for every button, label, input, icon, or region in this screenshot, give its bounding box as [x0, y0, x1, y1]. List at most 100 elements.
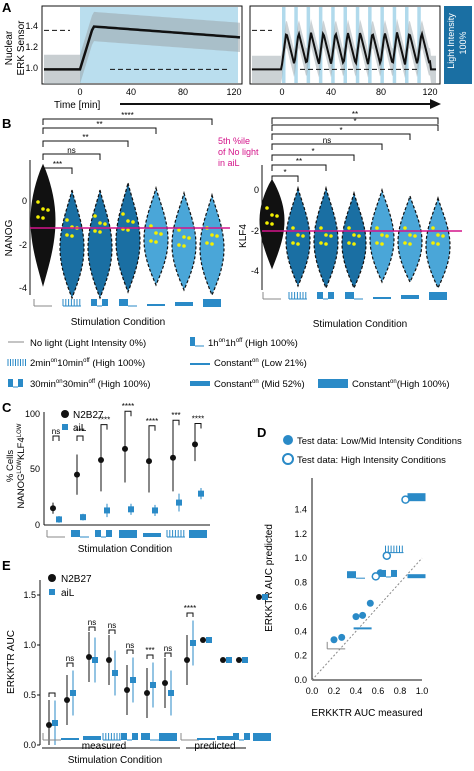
panel-c-bracket — [100, 424, 108, 430]
panel-b-right-data-dot — [324, 233, 328, 237]
panel-b-left-bracket — [42, 153, 101, 160]
panel-d-filled-point — [359, 611, 367, 619]
panel-b-right-icon-6-a — [429, 292, 447, 300]
panel-b-left-icon-3-a — [119, 299, 128, 306]
panel-d-xlabel: ERKKTR AUC measured — [311, 708, 422, 719]
panel-b-left-data-dot — [131, 220, 135, 224]
panel-a-right-xtick-120: 120 — [422, 87, 437, 97]
panel-b-left-bracket — [42, 127, 157, 134]
panel-d-ytick: 1.0 — [294, 553, 307, 563]
panel-b-left-brackets: ***ns******** — [42, 111, 213, 174]
panel-b-left-violin — [143, 185, 169, 287]
panel-b-left-data-dot — [98, 230, 102, 234]
panel-b-right-data-dot — [347, 241, 351, 245]
panel-c-icon-6-a — [189, 530, 207, 538]
panel-b-left-bracket — [42, 118, 213, 125]
panel-e-ail-point — [168, 690, 174, 696]
panel-c-n2b27-point — [50, 505, 56, 512]
panel-e-icon-4-a — [121, 733, 127, 740]
panel-a-right-traces — [252, 18, 436, 84]
panel-c: C % Cells NANOGLOWKLF4LOW 0 50 100 N2B27… — [2, 400, 210, 555]
panel-e-significance: ns — [126, 641, 134, 650]
panel-b-right-xlabel: Stimulation Condition — [313, 319, 408, 330]
panel-b-right-significance: * — [283, 168, 286, 177]
panel-e-ail-point — [92, 657, 98, 663]
panel-d-ytick: 1.4 — [294, 504, 307, 514]
panel-e-letter: E — [2, 558, 11, 573]
legend-const-high: Constanton(High 100%) — [352, 379, 450, 390]
panel-c-significance: **** — [146, 417, 158, 426]
panel-e-icon-2-a — [83, 736, 101, 740]
panel-b-annotation-line2: of No light — [218, 147, 259, 157]
panel-b-left-data-dot — [177, 243, 181, 247]
panel-e-n2b27-point — [144, 690, 150, 696]
panel-c-ail-point — [176, 499, 182, 506]
panel-e-significance: ns — [164, 644, 172, 653]
panel-b-right-data-dot — [296, 233, 300, 237]
panel-b-left-icon-2-c — [102, 299, 108, 306]
panel-e-n2b27-point — [64, 697, 70, 703]
panel-e-predicted-label: predicted — [194, 741, 235, 752]
panel-b-right-violins — [259, 178, 451, 290]
panel-b-left-data-dot — [177, 228, 181, 232]
panel-b-left-data-dot — [149, 239, 153, 243]
panel-b-right-bracket — [271, 117, 439, 124]
panel-b-left-data-dot — [36, 215, 40, 219]
panel-e-ylabel: ERKKTR AUC — [6, 630, 17, 694]
panel-e-icon-5-a — [141, 733, 150, 740]
panel-a-left-frame — [41, 5, 243, 85]
legend-2min-icon — [7, 359, 26, 366]
panel-d-legend-open: Test data: High Intensity Conditions — [297, 455, 446, 466]
panel-c-n2b27-point — [122, 445, 128, 452]
panel-a-xlabel: Time [min] — [54, 100, 101, 111]
panel-b-right-data-dot — [291, 241, 295, 245]
panel-c-legend-n2b27-marker — [61, 410, 69, 418]
panel-d-open-point — [371, 572, 381, 581]
panel-b-right-bracket — [271, 143, 383, 150]
panel-c-ail-point — [198, 490, 204, 497]
panel-b-left-ytick-m2: -2 — [19, 240, 27, 250]
panel-e-ail-point — [130, 677, 136, 683]
panel-e-ail-point — [242, 657, 248, 663]
panel-e-ytick: 0.5 — [23, 690, 36, 700]
panel-d-filled-point — [338, 633, 346, 641]
panel-a-letter: A — [2, 0, 12, 15]
panel-b-right-data-dot — [347, 226, 351, 230]
panel-c-bracket — [52, 435, 60, 441]
panel-b-left-icon-6-a — [203, 299, 221, 307]
panel-b-right-data-dot — [380, 233, 384, 237]
panel-d-ytick: 0.0 — [294, 675, 307, 685]
panel-c-bracket — [124, 410, 132, 417]
panel-e-n2b27-point — [256, 594, 262, 600]
legend-30min: 30minon30minoff (High 100%) — [30, 379, 150, 390]
panel-b-left-significance: ** — [96, 120, 102, 129]
panel-b-left-violin — [87, 189, 113, 300]
panel-e-legend-ail-marker — [49, 589, 55, 595]
panel-c-significance: *** — [75, 427, 84, 436]
panel-e-n2b27-point — [86, 654, 92, 660]
panel-e-ytick: 1.5 — [23, 590, 36, 600]
panel-d-icon-const-high-a — [407, 493, 426, 502]
panel-b-left-data-dot — [41, 216, 45, 220]
panel-b-left-icon-5-a — [175, 302, 193, 306]
panel-d-ytick: 0.6 — [294, 602, 307, 612]
panel-b-left-condition-icons — [33, 299, 221, 307]
panel-e-condition-icons — [42, 733, 271, 741]
panel-b-right-bracket — [271, 164, 327, 171]
panel-e-ail-point — [262, 594, 268, 600]
panel-b-right-significance: ** — [296, 157, 302, 166]
panel-b-right-ytick-m2: -2 — [251, 226, 259, 236]
panel-c-n2b27-point — [192, 441, 198, 448]
panel-d-xtick: 0.2 — [328, 686, 341, 696]
panel-b-right-data-dot — [385, 234, 389, 238]
panel-b-right-data-dot — [380, 242, 384, 246]
panel-a-left-xtick-0: 0 — [77, 87, 82, 97]
panel-e-significance: *** — [145, 646, 154, 655]
panel-b-annotation-line3: in aiL — [218, 158, 240, 168]
panel-b-left-data-dot — [182, 235, 186, 239]
panel-c-significance: **** — [192, 415, 204, 424]
panel-a-left-mean-trace — [44, 25, 241, 71]
panel-e-significance: ns — [88, 618, 96, 627]
panel-b-right-bracket — [271, 124, 439, 131]
